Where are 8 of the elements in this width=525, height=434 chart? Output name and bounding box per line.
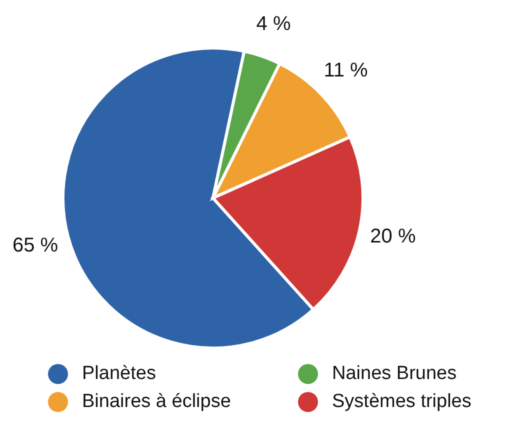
legend-label: Naines Brunes — [332, 363, 457, 385]
legend-label: Planètes — [82, 363, 156, 385]
data-label: 65 % — [12, 234, 58, 257]
data-label: 4 % — [256, 13, 291, 36]
data-label: 11 % — [324, 60, 368, 82]
legend-label: Systèmes triples — [332, 391, 472, 413]
legend-label: Binaires à éclipse — [82, 391, 231, 413]
data-label: 20 % — [370, 225, 416, 248]
